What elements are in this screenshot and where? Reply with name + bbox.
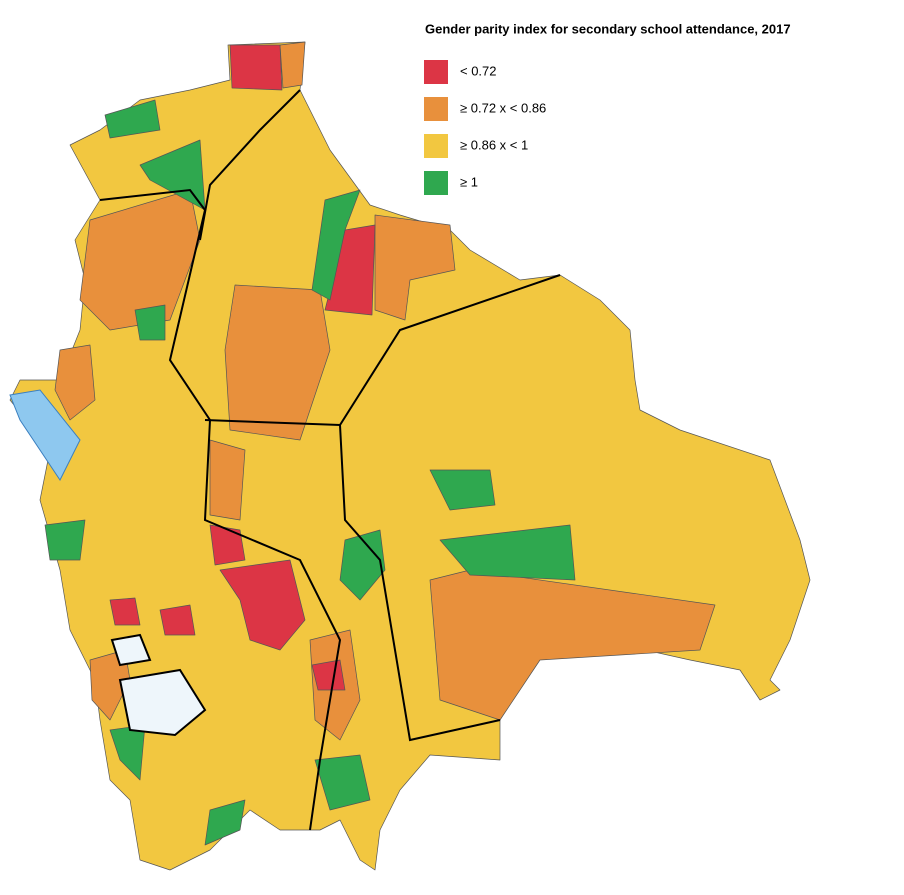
region (44, 519, 86, 561)
region (109, 597, 141, 626)
legend-label: ≥ 0.72 x < 0.86 (460, 100, 546, 115)
legend-label: ≥ 1 (460, 174, 478, 189)
legend-title: Gender parity index for secondary school… (425, 21, 791, 36)
department-border (199, 89, 301, 241)
region (54, 344, 96, 421)
lake (9, 389, 81, 481)
region (204, 799, 246, 846)
department-border (99, 188, 342, 831)
region (429, 469, 496, 511)
region (209, 524, 246, 566)
legend-label: < 0.72 (460, 63, 497, 78)
region (311, 659, 346, 691)
region (311, 189, 361, 301)
salt-flat (118, 668, 207, 737)
department-border (204, 274, 561, 427)
region (374, 214, 456, 321)
legend-label: ≥ 0.86 x < 1 (460, 137, 528, 152)
region (134, 304, 166, 341)
department-border (339, 424, 501, 742)
region (314, 754, 371, 811)
salt-flat (110, 633, 152, 667)
region (229, 44, 283, 91)
region (104, 99, 161, 139)
region (279, 41, 306, 89)
legend-swatch (424, 60, 448, 84)
legend-swatch (424, 171, 448, 195)
region (209, 439, 246, 521)
legend: Gender parity index for secondary school… (424, 21, 791, 195)
legend-swatch (424, 134, 448, 158)
region (219, 559, 306, 651)
region (159, 604, 196, 636)
legend-swatch (424, 97, 448, 121)
region (439, 524, 576, 581)
region (339, 529, 386, 601)
map (9, 41, 811, 871)
